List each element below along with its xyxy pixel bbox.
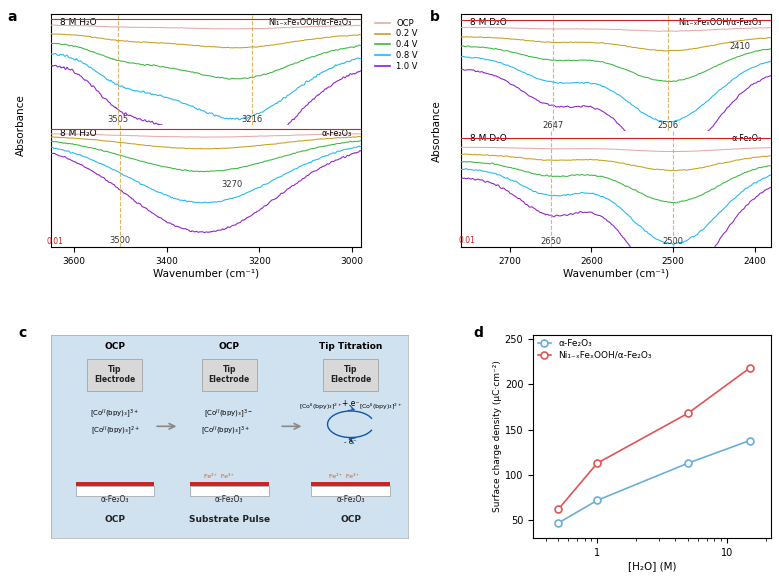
Line: Ni₁₋ₓFeₓOOH/α-Fe₂O₃: Ni₁₋ₓFeₓOOH/α-Fe₂O₃	[555, 365, 753, 513]
Text: 3270: 3270	[220, 180, 242, 189]
Text: 3500: 3500	[110, 236, 131, 245]
Bar	[190, 482, 269, 486]
Legend: α-Fe₂O₃, Ni₁₋ₓFeₓOOH/α-Fe₂O₃: α-Fe₂O₃, Ni₁₋ₓFeₓOOH/α-Fe₂O₃	[538, 339, 652, 360]
Ni₁₋ₓFeₓOOH/α-Fe₂O₃	[593, 460, 602, 467]
FancyBboxPatch shape	[202, 359, 257, 391]
Text: Absorbance: Absorbance	[16, 94, 26, 156]
Bar	[312, 486, 390, 496]
Text: 3216: 3216	[241, 115, 263, 124]
Text: 2410: 2410	[730, 42, 751, 51]
Text: 2647: 2647	[542, 121, 563, 130]
Bar	[312, 482, 390, 486]
Text: Fe²⁺  Fe³⁺: Fe²⁺ Fe³⁺	[329, 474, 358, 479]
Bar	[190, 482, 269, 486]
Bar	[312, 482, 390, 486]
α-Fe₂O₃	[553, 519, 562, 526]
Text: a: a	[7, 10, 16, 24]
Text: OCP: OCP	[104, 342, 125, 351]
X-axis label: Wavenumber (cm⁻¹): Wavenumber (cm⁻¹)	[153, 269, 259, 278]
Bar	[76, 486, 154, 496]
Text: Substrate Pulse: Substrate Pulse	[189, 515, 270, 524]
Text: OCP: OCP	[104, 515, 125, 524]
FancyBboxPatch shape	[323, 359, 379, 391]
Text: α-Fe₂O₃: α-Fe₂O₃	[322, 129, 352, 138]
Text: 0.01: 0.01	[47, 237, 64, 245]
Text: OCP: OCP	[219, 342, 240, 351]
Text: Ni₁₋ₓFeₓOOH/α-Fe₂O₃: Ni₁₋ₓFeₓOOH/α-Fe₂O₃	[679, 18, 762, 27]
Text: Tip
Electrode: Tip Electrode	[330, 365, 372, 384]
Legend: OCP, 0.2 V, 0.4 V, 0.8 V, 1.0 V: OCP, 0.2 V, 0.4 V, 0.8 V, 1.0 V	[375, 19, 418, 71]
Text: 8 M D₂O: 8 M D₂O	[470, 18, 506, 27]
α-Fe₂O₃	[593, 497, 602, 504]
Text: Absorbance: Absorbance	[432, 100, 442, 162]
Text: 8 M D₂O: 8 M D₂O	[470, 134, 506, 144]
Bar	[76, 482, 154, 486]
Text: α-Fe₂O₃: α-Fe₂O₃	[731, 134, 762, 144]
Ni₁₋ₓFeₓOOH/α-Fe₂O₃	[745, 365, 754, 372]
Ni₁₋ₓFeₓOOH/α-Fe₂O₃	[683, 410, 693, 417]
Text: 0.01: 0.01	[459, 236, 476, 245]
Text: Fe²⁺  Fe³⁺: Fe²⁺ Fe³⁺	[203, 474, 234, 479]
Text: 2506: 2506	[657, 121, 679, 130]
X-axis label: Wavenumber (cm⁻¹): Wavenumber (cm⁻¹)	[563, 269, 669, 278]
Text: Tip
Electrode: Tip Electrode	[94, 365, 136, 384]
Text: α-Fe₂O₃: α-Fe₂O₃	[337, 495, 365, 504]
Text: [Co$^{II}$(bpy)₃]$^{2+}$: [Co$^{II}$(bpy)₃]$^{2+}$	[90, 424, 139, 437]
Text: [Co$^{II}$(bpy)₃]$^{2+}$: [Co$^{II}$(bpy)₃]$^{2+}$	[359, 402, 403, 412]
Text: - e⁻: - e⁻	[344, 439, 357, 445]
Bar	[190, 486, 269, 496]
Line: α-Fe₂O₃: α-Fe₂O₃	[555, 437, 753, 526]
Text: [Co$^{II}$(bpy)₃]$^{3-}$: [Co$^{II}$(bpy)₃]$^{3-}$	[204, 408, 253, 420]
Text: [Co$^{II}$(bpy)₃]$^{3+}$: [Co$^{II}$(bpy)₃]$^{3+}$	[201, 424, 250, 437]
Text: α-Fe₂O₃: α-Fe₂O₃	[100, 495, 129, 504]
Text: 3505: 3505	[108, 115, 129, 124]
Text: 8 M H₂O: 8 M H₂O	[60, 18, 97, 27]
Text: 8 M H₂O: 8 M H₂O	[60, 129, 97, 138]
Text: Tip Titration: Tip Titration	[319, 342, 382, 351]
Text: + e⁻: + e⁻	[342, 399, 359, 408]
Text: 2500: 2500	[663, 237, 684, 245]
Bar	[76, 482, 154, 486]
Text: α-Fe₂O₃: α-Fe₂O₃	[215, 495, 244, 504]
Text: c: c	[19, 327, 26, 340]
Text: Ni₁₋ₓFeₓOOH/α-Fe₂O₃: Ni₁₋ₓFeₓOOH/α-Fe₂O₃	[269, 18, 352, 27]
Text: Tip
Electrode: Tip Electrode	[209, 365, 250, 384]
X-axis label: [H₂O] (M): [H₂O] (M)	[628, 561, 676, 571]
Text: OCP: OCP	[340, 515, 361, 524]
Text: d: d	[474, 327, 483, 340]
Text: [Co$^{II}$(bpy)₃]$^{2+}$: [Co$^{II}$(bpy)₃]$^{2+}$	[298, 402, 342, 412]
Text: [Co$^{II}$(bpy)₃]$^{3+}$: [Co$^{II}$(bpy)₃]$^{3+}$	[90, 408, 139, 420]
Y-axis label: Surface charge density (μC·cm⁻²): Surface charge density (μC·cm⁻²)	[493, 361, 502, 512]
Text: b: b	[429, 10, 439, 24]
Ni₁₋ₓFeₓOOH/α-Fe₂O₃	[553, 506, 562, 513]
α-Fe₂O₃	[683, 460, 693, 467]
FancyBboxPatch shape	[87, 359, 143, 391]
α-Fe₂O₃	[745, 437, 754, 444]
Text: 2650: 2650	[540, 237, 561, 245]
